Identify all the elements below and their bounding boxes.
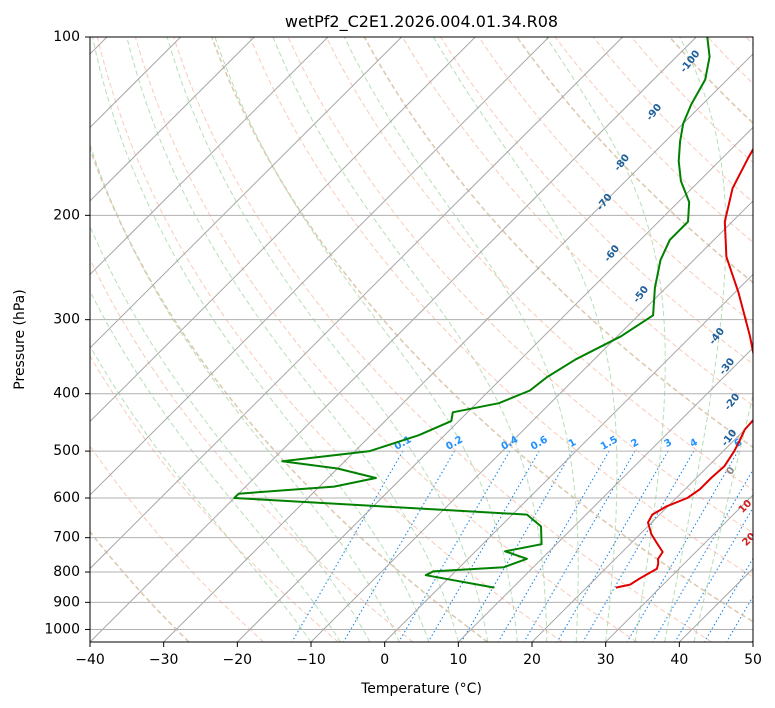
dry-adiabat-line <box>96 37 563 642</box>
x-tick-label: −30 <box>149 652 179 668</box>
moist-adiabat-line <box>343 37 579 642</box>
x-tick-label: 40 <box>670 652 688 668</box>
dry-adiabat-line <box>592 37 753 203</box>
y-tick-label: 900 <box>53 594 80 610</box>
mixing-ratio-line <box>291 450 404 642</box>
x-axis-label: Temperature (°C) <box>360 681 482 697</box>
mixing-ratio-line <box>523 450 636 642</box>
dry-adiabat-line <box>478 37 753 324</box>
moist-adiabat-line <box>433 37 618 642</box>
y-tick-label: 1000 <box>44 621 80 637</box>
moist-adiabat-line <box>90 143 400 642</box>
isotherm-line <box>90 37 623 570</box>
y-tick-label: 700 <box>53 530 80 546</box>
x-tick-label: 20 <box>523 652 541 668</box>
y-tick-label: 800 <box>53 564 80 580</box>
temperature-line <box>615 147 753 589</box>
dry-adiabat-line <box>90 146 489 642</box>
mixing-ratio-line <box>626 450 739 642</box>
dry-adiabat-line <box>90 258 414 642</box>
isotherm-line <box>90 37 476 423</box>
moist-adiabat-line <box>90 225 371 642</box>
dry-adiabat-line <box>211 37 753 623</box>
mixing-ratio-label: 4 <box>688 437 700 450</box>
dry-adiabat-line <box>134 37 638 642</box>
mixing-ratio-line <box>652 468 753 642</box>
dry-adiabat-line <box>287 37 753 534</box>
y-tick-label: 300 <box>53 312 80 328</box>
isotherm-line <box>384 273 753 642</box>
x-tick-label: 10 <box>449 652 467 668</box>
x-tick-label: 30 <box>597 652 615 668</box>
x-tick-label: −40 <box>75 652 105 668</box>
isotherm-line <box>90 37 329 276</box>
y-tick-label: 600 <box>53 490 80 506</box>
isotherm-line <box>531 420 753 642</box>
mixing-ratio-line <box>427 450 540 642</box>
isotherm-line <box>236 126 753 642</box>
moist-adiabat-line <box>166 37 489 642</box>
moist-adiabat-line <box>664 37 727 642</box>
dry-adiabat-line <box>173 37 712 642</box>
profiles <box>233 37 753 589</box>
mixing-ratio-line <box>342 450 455 642</box>
dewpoint-line <box>233 37 711 589</box>
y-tick-label: 400 <box>53 386 80 402</box>
plot-frame <box>89 36 754 643</box>
isotherm-line <box>605 494 753 642</box>
y-tick-label: 100 <box>53 29 80 45</box>
background-lines <box>90 37 753 642</box>
y-axis-label: Pressure (hPa) <box>12 289 28 389</box>
y-tick-label: 500 <box>53 443 80 459</box>
dry-adiabat-line <box>325 37 753 491</box>
moist-adiabat-line <box>272 37 548 642</box>
moist-adiabat-line <box>693 393 753 642</box>
dry-adiabat-line <box>90 530 190 642</box>
dry-adiabat-line <box>249 37 753 578</box>
x-tick-label: −20 <box>223 652 253 668</box>
y-tick-label: 200 <box>53 207 80 223</box>
isotherm-line <box>90 37 697 642</box>
mixing-ratio-line <box>556 450 669 642</box>
mixing-ratio-line <box>582 450 695 642</box>
isotherm-line <box>90 37 402 349</box>
isotherm-line <box>90 37 550 496</box>
isotherm-line <box>163 53 753 642</box>
moist-adiabat-line <box>214 37 518 642</box>
x-tick-label: −10 <box>296 652 326 668</box>
chart-title: wetPf2_C2E1.2026.004.01.34.R08 <box>285 12 558 32</box>
isotherm-line <box>457 347 753 642</box>
mixing-ratio-line <box>398 450 511 642</box>
dry-adiabat-line <box>516 37 753 284</box>
x-tick-label: 50 <box>744 652 762 668</box>
x-axis: −40 −30 −20 −10 0 10 20 30 40 50 <box>75 642 762 668</box>
isotherm-line <box>90 37 255 202</box>
mixing-ratio-line <box>497 450 610 642</box>
moist-adiabat-line <box>90 290 341 642</box>
mixing-ratio-label: 3 <box>663 437 675 450</box>
mixing-ratio-label: 1 <box>567 437 579 450</box>
x-tick-label: 0 <box>380 652 389 668</box>
isobar-grid <box>90 37 753 630</box>
dry-adiabat-line <box>90 355 339 642</box>
moist-adiabat-line <box>545 37 666 642</box>
dry-adiabat-line <box>402 37 753 406</box>
moist-adiabat-line <box>126 37 459 642</box>
y-axis: 100 200 300 400 500 600 700 800 900 1000 <box>44 29 90 637</box>
mixing-ratio-label: 2 <box>629 437 641 450</box>
